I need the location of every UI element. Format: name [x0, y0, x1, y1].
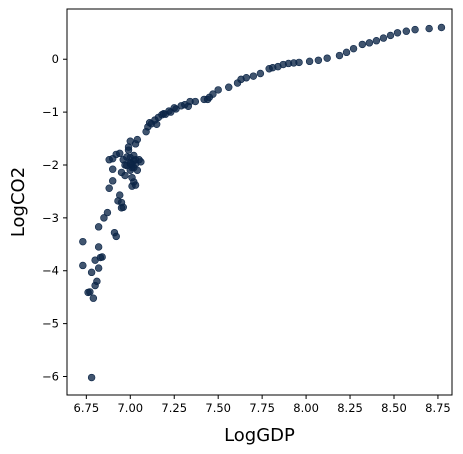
data-point — [93, 277, 101, 286]
data-point — [372, 37, 381, 45]
data-point — [342, 48, 351, 57]
data-point — [225, 83, 233, 91]
data-point — [242, 74, 251, 82]
y-tick-label: −4 — [42, 264, 59, 278]
x-tick-label: 7.75 — [249, 401, 275, 415]
data-point — [411, 25, 419, 34]
y-tick-label: −5 — [42, 317, 59, 331]
data-point — [103, 208, 112, 217]
data-point — [209, 90, 217, 98]
data-point — [379, 34, 388, 42]
x-tick-label: 7.50 — [205, 401, 231, 415]
data-point — [323, 54, 331, 62]
data-point — [386, 31, 395, 40]
y-tick-label: 0 — [52, 52, 59, 66]
data-point — [121, 171, 129, 180]
data-point — [116, 149, 124, 158]
data-point — [249, 72, 258, 80]
y-tick-label: −2 — [42, 158, 59, 172]
data-point — [305, 57, 314, 66]
data-point — [358, 40, 367, 49]
data-point — [100, 214, 108, 222]
data-point — [79, 237, 87, 246]
data-point — [203, 95, 212, 104]
data-point — [393, 29, 402, 37]
plot-frame — [66, 8, 453, 396]
data-point — [94, 243, 103, 251]
x-tick-label: 8.00 — [293, 401, 319, 415]
data-point — [105, 184, 113, 192]
x-tick-label: 6.75 — [74, 401, 100, 415]
data-point — [94, 264, 103, 272]
data-point — [87, 373, 96, 382]
data-point — [87, 268, 96, 277]
data-point — [437, 23, 446, 32]
y-axis-ticks: 0 −1 −2 −3 −4 −5 −6 — [42, 52, 67, 383]
data-point — [109, 177, 117, 185]
y-tick-label: −1 — [42, 105, 59, 119]
data-point — [89, 294, 98, 302]
data-point — [131, 155, 140, 164]
x-axis-label: LogGDP — [224, 425, 295, 446]
data-point — [335, 51, 344, 60]
x-tick-label: 8.75 — [425, 401, 451, 415]
data-point — [112, 232, 120, 241]
x-tick-label: 8.50 — [381, 401, 407, 415]
data-point — [98, 253, 106, 261]
data-point — [214, 86, 222, 94]
y-tick-label: −6 — [42, 369, 59, 383]
data-point — [349, 44, 358, 53]
data-point — [314, 56, 323, 64]
data-point — [119, 203, 127, 211]
data-point — [425, 24, 433, 33]
data-point — [84, 288, 92, 297]
data-point — [295, 58, 303, 67]
data-point — [116, 191, 124, 199]
data-point — [133, 135, 142, 144]
data-point — [109, 165, 117, 173]
data-points — [79, 23, 446, 382]
x-tick-label: 8.25 — [337, 401, 363, 415]
x-axis-ticks: 6.75 7.00 7.25 7.50 7.75 8.00 8.25 8.50 8.75 — [74, 395, 451, 415]
data-point — [256, 69, 265, 78]
x-tick-label: 7.25 — [161, 401, 187, 415]
plot-area — [66, 8, 453, 396]
data-point — [365, 39, 374, 47]
y-tick-label: −3 — [42, 211, 59, 225]
data-point — [126, 160, 134, 168]
data-point — [152, 120, 161, 128]
data-point — [94, 223, 103, 231]
data-point — [402, 27, 410, 35]
data-point — [79, 261, 87, 270]
y-axis-label: LogCO2 — [8, 167, 29, 237]
x-tick-label: 7.00 — [117, 401, 143, 415]
data-point — [191, 97, 200, 106]
data-point — [128, 182, 136, 190]
